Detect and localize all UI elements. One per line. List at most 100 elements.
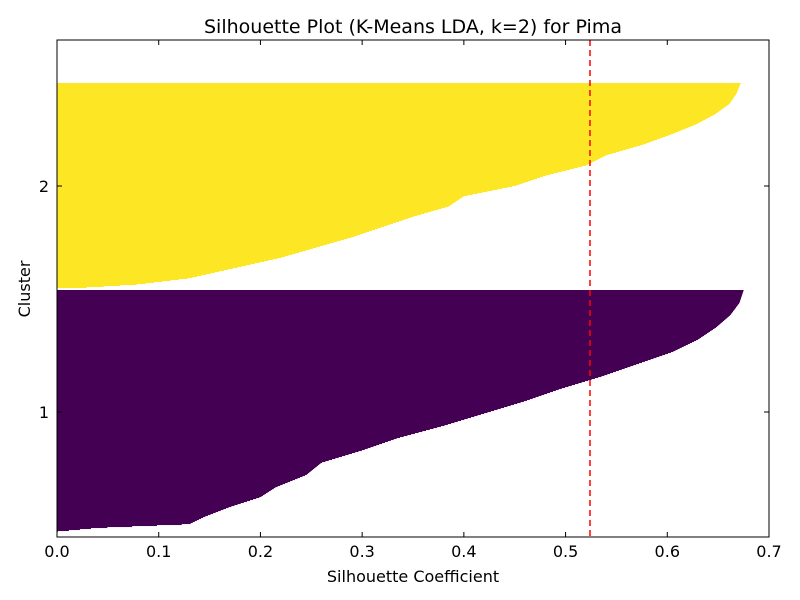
silhouette-sample-bar xyxy=(57,280,171,282)
silhouette-sample-bar xyxy=(57,130,681,132)
silhouette-sample-bar xyxy=(57,170,567,172)
silhouette-sample-bar xyxy=(57,231,370,233)
silhouette-sample-bar xyxy=(57,488,274,490)
silhouette-sample-bar xyxy=(57,302,740,304)
silhouette-sample-bar xyxy=(57,441,388,443)
silhouette-sample-bar xyxy=(57,114,715,116)
silhouette-sample-bar xyxy=(57,466,317,468)
silhouette-sample-bar xyxy=(57,352,671,354)
silhouette-sample-bar xyxy=(57,265,247,267)
silhouette-sample-bar xyxy=(57,218,408,220)
silhouette-sample-bar xyxy=(57,354,666,356)
silhouette-sample-bar xyxy=(57,409,498,411)
silhouette-sample-bar xyxy=(57,105,728,107)
silhouette-sample-bar xyxy=(57,119,706,121)
silhouette-sample-bar xyxy=(57,385,572,387)
silhouette-sample-bar xyxy=(57,141,652,143)
silhouette-sample-bar xyxy=(57,205,451,207)
silhouette-sample-bar xyxy=(57,416,475,418)
silhouette-sample-bar xyxy=(57,483,286,485)
silhouette-sample-bar xyxy=(57,169,571,171)
silhouette-sample-bar xyxy=(57,287,87,289)
silhouette-sample-bar xyxy=(57,174,551,176)
silhouette-sample-bar xyxy=(57,323,721,325)
silhouette-sample-bar xyxy=(57,177,541,179)
silhouette-sample-bar xyxy=(57,290,744,292)
silhouette-sample-bar xyxy=(57,512,216,514)
silhouette-sample-bar xyxy=(57,422,455,424)
silhouette-sample-bar xyxy=(57,121,702,123)
silhouette-sample-bar xyxy=(57,414,481,416)
silhouette-sample-bar xyxy=(57,91,738,93)
silhouette-sample-bar xyxy=(57,359,651,361)
silhouette-sample-bar xyxy=(57,258,278,260)
silhouette-sample-bar xyxy=(57,398,533,400)
silhouette-sample-bar xyxy=(57,98,734,100)
silhouette-sample-bar xyxy=(57,326,718,328)
silhouette-sample-bar xyxy=(57,271,220,273)
silhouette-sample-bar xyxy=(57,520,197,522)
x-tick-label: 0.5 xyxy=(553,542,578,561)
silhouette-sample-bar xyxy=(57,515,208,517)
silhouette-sample-bar xyxy=(57,519,199,521)
silhouette-sample-bar xyxy=(57,312,733,314)
silhouette-sample-bar xyxy=(57,297,742,299)
silhouette-sample-bar xyxy=(57,244,327,246)
silhouette-sample-bar xyxy=(57,85,740,87)
silhouette-sample-bar xyxy=(57,489,273,491)
silhouette-sample-bar xyxy=(57,249,310,251)
x-tick-label: 0.6 xyxy=(655,542,680,561)
silhouette-sample-bar xyxy=(57,184,520,186)
silhouette-sample-bar xyxy=(57,176,543,178)
silhouette-sample-bar xyxy=(57,256,286,258)
silhouette-sample-bar xyxy=(57,467,316,469)
silhouette-sample-bar xyxy=(57,507,229,509)
silhouette-sample-bar xyxy=(57,115,713,117)
silhouette-sample-bar xyxy=(57,459,333,461)
silhouette-sample-bar xyxy=(57,392,551,394)
silhouette-sample-bar xyxy=(57,183,523,185)
silhouette-sample-bar xyxy=(57,274,206,276)
silhouette-sample-bar xyxy=(57,490,271,492)
silhouette-sample-bar xyxy=(57,307,736,309)
silhouette-sample-bar xyxy=(57,202,455,204)
silhouette-sample-bar xyxy=(57,505,235,507)
silhouette-sample-bar xyxy=(57,405,511,407)
silhouette-sample-bar xyxy=(57,208,442,210)
silhouette-sample-bar xyxy=(57,474,307,476)
silhouette-sample-bar xyxy=(57,241,338,243)
silhouette-sample-bar xyxy=(57,492,268,494)
silhouette-sample-bar xyxy=(57,226,384,228)
silhouette-sample-bar xyxy=(57,88,739,90)
silhouette-sample-bar xyxy=(57,347,682,349)
silhouette-sample-bar xyxy=(57,419,465,421)
silhouette-sample-bar xyxy=(57,224,390,226)
silhouette-sample-bar xyxy=(57,476,303,478)
silhouette-sample-bar xyxy=(57,491,270,493)
silhouette-sample-bar xyxy=(57,172,559,174)
silhouette-sample-bar xyxy=(57,175,547,177)
silhouette-sample-bar xyxy=(57,134,671,136)
silhouette-sample-bar xyxy=(57,284,137,286)
silhouette-sample-bar xyxy=(57,145,641,147)
silhouette-sample-bar xyxy=(57,456,342,458)
silhouette-sample-bar xyxy=(57,248,313,250)
silhouette-sample-bar xyxy=(57,136,666,138)
silhouette-sample-bar xyxy=(57,434,412,436)
silhouette-sample-bar xyxy=(57,340,697,342)
silhouette-sample-bar xyxy=(57,206,449,208)
silhouette-sample-bar xyxy=(57,380,589,382)
x-tick-label: 0.3 xyxy=(349,542,374,561)
silhouette-sample-bar xyxy=(57,267,238,269)
silhouette-sample-bar xyxy=(57,243,331,245)
y-tick-label: 2 xyxy=(39,177,49,196)
silhouette-sample-bar xyxy=(57,462,323,464)
silhouette-sample-bar xyxy=(57,400,527,402)
silhouette-sample-bar xyxy=(57,303,739,305)
silhouette-sample-bar xyxy=(57,164,588,166)
silhouette-sample-bar xyxy=(57,357,657,359)
x-tick-label: 0.1 xyxy=(146,542,171,561)
silhouette-sample-bar xyxy=(57,432,419,434)
silhouette-sample-bar xyxy=(57,306,737,308)
silhouette-sample-bar xyxy=(57,246,320,248)
